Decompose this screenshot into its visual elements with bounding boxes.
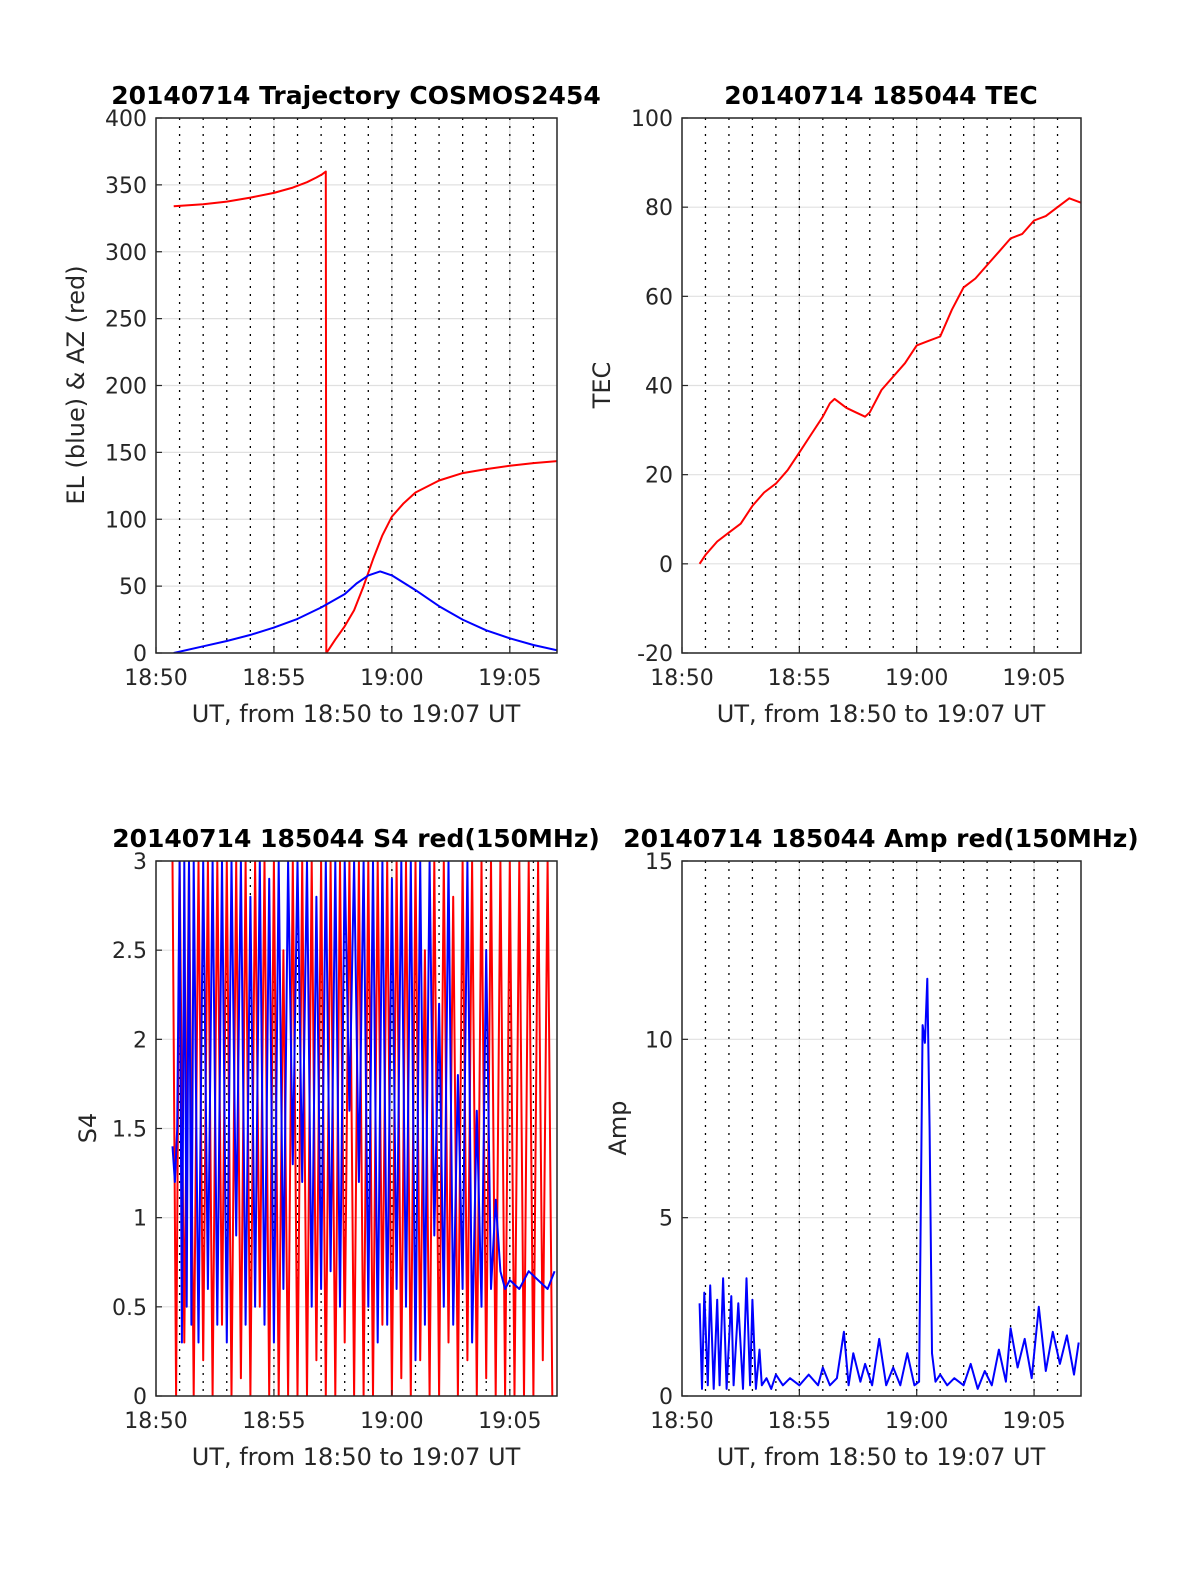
- y-tick-label: 5: [659, 1207, 673, 1232]
- y-tick-label: 150: [105, 441, 147, 466]
- x-tick-label: 18:55: [768, 1409, 831, 1434]
- y-axis-label: Amp: [604, 1100, 632, 1155]
- x-tick-label: 18:55: [242, 666, 305, 691]
- y-tick-label: 100: [631, 107, 673, 132]
- x-tick-label: 18:55: [242, 1409, 305, 1434]
- y-tick-label: 1: [133, 1207, 147, 1232]
- series-line-0: [698, 977, 1080, 1390]
- y-tick-label: 2: [133, 1028, 147, 1053]
- chart-title: 20140714 185044 S4 red(150MHz): [112, 824, 600, 853]
- series-group: [173, 170, 557, 653]
- x-axis-label: UT, from 18:50 to 19:07 UT: [717, 700, 1046, 728]
- y-tick-label: 60: [645, 285, 673, 310]
- x-tick-label: 19:00: [885, 666, 948, 691]
- x-tick-label: 18:55: [768, 666, 831, 691]
- chart-title: 20140714 185044 TEC: [724, 81, 1037, 110]
- tick-labels: 18:50 18:55 19:00 19:05 -20 0 20 40 60 80 100: [631, 107, 1066, 691]
- x-tick-label: 18:50: [650, 1409, 713, 1434]
- y-tick-label: 15: [645, 850, 673, 875]
- y-axis-label: S4: [74, 1113, 102, 1144]
- chart-title: 20140714 185044 Amp red(150MHz): [623, 824, 1139, 853]
- tick-labels: 18:50 18:55 19:00 19:05 0 50 100 150 200 250 300 35…: [105, 107, 542, 691]
- x-tick-label: 19:05: [1002, 1409, 1065, 1434]
- x-tick-label: 19:00: [360, 1409, 423, 1434]
- y-tick-label: 20: [645, 464, 673, 489]
- y-tick-label: 100: [105, 508, 147, 533]
- x-tick-label: 19:05: [478, 666, 541, 691]
- x-axis-label: UT, from 18:50 to 19:07 UT: [192, 700, 521, 728]
- y-tick-label: 2.5: [112, 939, 147, 964]
- tick-labels: 18:50 18:55 19:00 19:05 0 0.5 1 1.5 2 2.5 3: [112, 850, 542, 1434]
- y-tick-label: 0: [133, 642, 147, 667]
- y-axis-label: EL (blue) & AZ (red): [62, 265, 90, 504]
- x-tick-label: 19:05: [478, 1409, 541, 1434]
- grid-lines: [155, 117, 557, 654]
- y-tick-label: 0.5: [112, 1296, 147, 1321]
- y-tick-label: 10: [645, 1028, 673, 1053]
- x-tick-label: 18:50: [650, 666, 713, 691]
- series-line-0: [698, 197, 1081, 565]
- series-line-0: [173, 170, 557, 653]
- x-tick-label: 18:50: [124, 1409, 187, 1434]
- y-tick-label: 80: [645, 196, 673, 221]
- y-tick-label: 300: [105, 241, 147, 266]
- x-axis-label: UT, from 18:50 to 19:07 UT: [717, 1443, 1046, 1471]
- plot-area: [682, 861, 1081, 1396]
- tec-panel: 18:50 18:55 19:00 19:05 -20 0 20 40 60 80 100 2014…: [588, 81, 1082, 728]
- series-group: [698, 197, 1081, 565]
- y-tick-label: 200: [105, 375, 147, 400]
- chart-title: 20140714 Trajectory COSMOS2454: [111, 81, 601, 110]
- s4-panel: 18:50 18:55 19:00 19:05 0 0.5 1 1.5 2 2.5 3 201407…: [74, 824, 600, 1471]
- y-axis-label: TEC: [588, 362, 616, 410]
- amp-panel: 18:50 18:55 19:00 19:05 0 5 10 15 20140714 1850…: [604, 824, 1139, 1471]
- y-tick-label: 3: [133, 850, 147, 875]
- x-axis-label: UT, from 18:50 to 19:07 UT: [192, 1443, 521, 1471]
- y-tick-label: 350: [105, 174, 147, 199]
- y-tick-label: 0: [133, 1385, 147, 1410]
- plot-frame: [681, 860, 1082, 1397]
- tick-labels: 18:50 18:55 19:00 19:05 0 5 10 15: [645, 850, 1066, 1434]
- series-line-1: [173, 570, 557, 653]
- y-tick-label: 250: [105, 308, 147, 333]
- y-tick-label: 400: [105, 107, 147, 132]
- series-line-1: [171, 861, 556, 1362]
- x-tick-label: 19:00: [360, 666, 423, 691]
- y-tick-label: -20: [637, 642, 673, 667]
- trajectory-panel: 18:50 18:55 19:00 19:05 0 50 100 150 200 250 300 35…: [62, 81, 601, 728]
- series-group: [171, 861, 556, 1396]
- y-tick-label: 0: [659, 553, 673, 578]
- y-tick-label: 0: [659, 1385, 673, 1410]
- y-tick-label: 1.5: [112, 1118, 147, 1143]
- y-tick-label: 40: [645, 375, 673, 400]
- x-tick-label: 18:50: [124, 666, 187, 691]
- x-tick-label: 19:05: [1002, 666, 1065, 691]
- x-tick-label: 19:00: [885, 1409, 948, 1434]
- y-tick-label: 50: [119, 575, 147, 600]
- series-group: [698, 977, 1080, 1390]
- grid-lines: [681, 860, 1081, 1397]
